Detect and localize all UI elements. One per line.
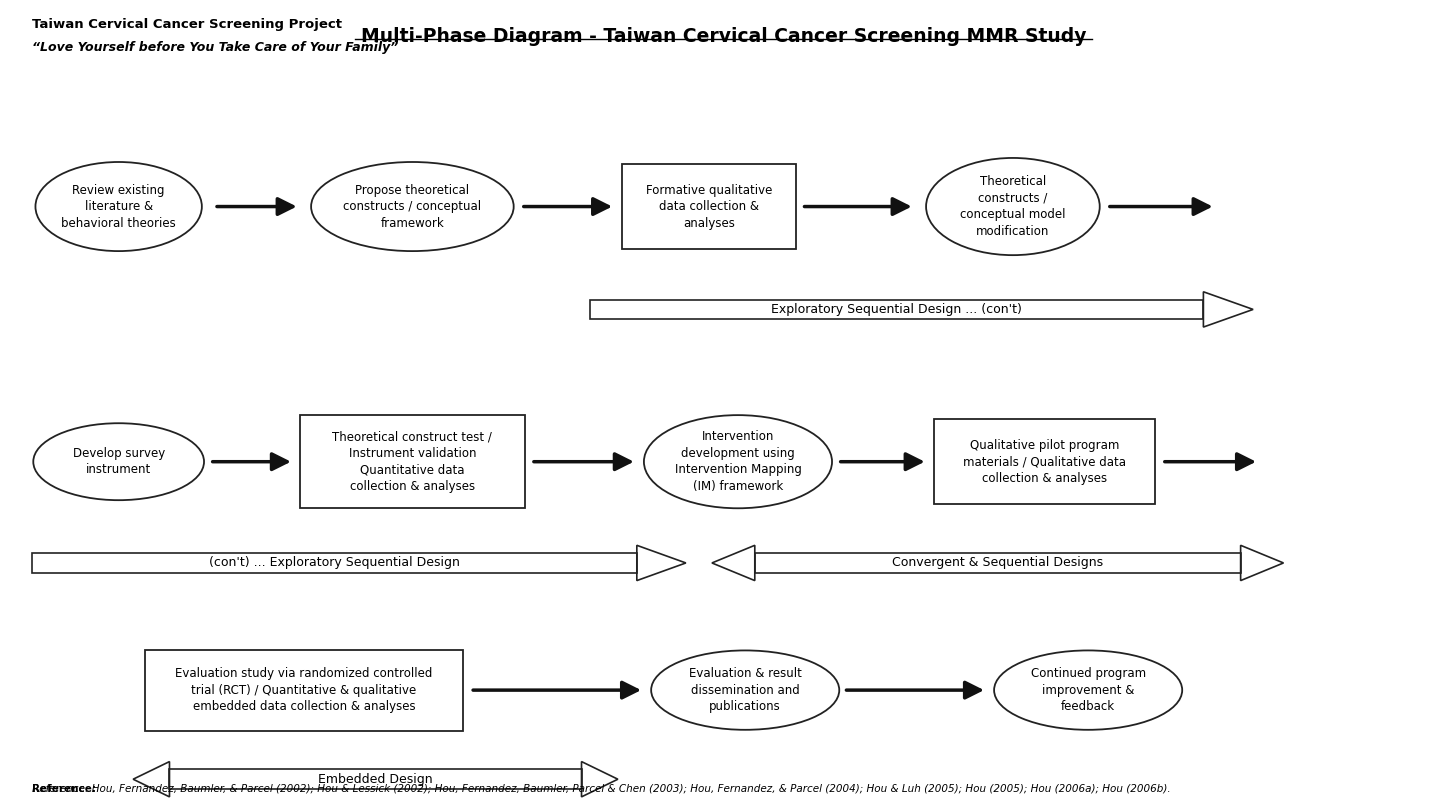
Text: Intervention
development using
Intervention Mapping
(IM) framework: Intervention development using Intervent… — [674, 430, 802, 493]
Text: Evaluation study via randomized controlled
trial (RCT) / Quantitative & qualitat: Evaluation study via randomized controll… — [175, 667, 433, 713]
Bar — [590, 300, 1204, 319]
Text: Continued program
improvement &
feedback: Continued program improvement & feedback — [1030, 667, 1146, 713]
Text: Exploratory Sequential Design ... (con't): Exploratory Sequential Design ... (con't… — [771, 303, 1023, 316]
Bar — [622, 164, 796, 249]
Text: Multi-Phase Diagram - Taiwan Cervical Cancer Screening MMR Study: Multi-Phase Diagram - Taiwan Cervical Ca… — [360, 27, 1087, 45]
Bar — [32, 553, 637, 573]
Bar — [145, 650, 463, 731]
Bar — [169, 770, 582, 789]
Text: Qualitative pilot program
materials / Qualitative data
collection & analyses: Qualitative pilot program materials / Qu… — [964, 439, 1126, 484]
Text: (con't) ... Exploratory Sequential Design: (con't) ... Exploratory Sequential Desig… — [208, 556, 460, 569]
Text: Propose theoretical
constructs / conceptual
framework: Propose theoretical constructs / concept… — [343, 184, 482, 229]
Text: “Love Yourself before You Take Care of Your Family”: “Love Yourself before You Take Care of Y… — [32, 40, 398, 53]
Text: Review existing
literature &
behavioral theories: Review existing literature & behavioral … — [61, 184, 177, 229]
Bar — [300, 415, 524, 509]
Bar — [755, 553, 1240, 573]
Text: Reference:: Reference: — [32, 784, 96, 794]
Text: Taiwan Cervical Cancer Screening Project: Taiwan Cervical Cancer Screening Project — [32, 18, 341, 31]
Text: Convergent & Sequential Designs: Convergent & Sequential Designs — [893, 556, 1103, 569]
Text: Evaluation & result
dissemination and
publications: Evaluation & result dissemination and pu… — [689, 667, 802, 713]
Bar — [935, 420, 1155, 504]
Text: Reference: Hou, Fernandez, Baumler, & Parcel (2002); Hou & Lessick (2002); Hou, : Reference: Hou, Fernandez, Baumler, & Pa… — [32, 784, 1171, 794]
Text: Theoretical
constructs /
conceptual model
modification: Theoretical constructs / conceptual mode… — [961, 175, 1065, 238]
Text: Formative qualitative
data collection &
analyses: Formative qualitative data collection & … — [645, 184, 773, 229]
Text: Embedded Design: Embedded Design — [318, 773, 433, 786]
Text: Develop survey
instrument: Develop survey instrument — [72, 447, 165, 476]
Text: Theoretical construct test /
Instrument validation
Quantitative data
collection : Theoretical construct test / Instrument … — [333, 430, 492, 493]
